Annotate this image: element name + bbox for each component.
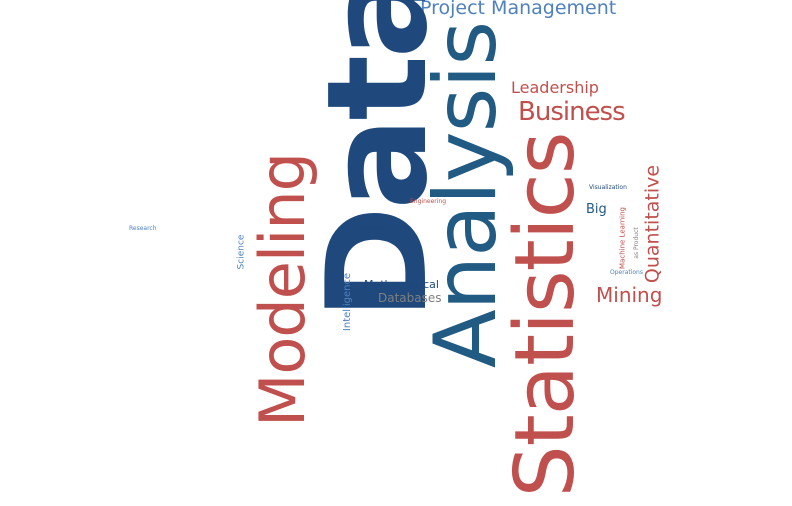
word-operations: Operations	[610, 269, 643, 276]
word-project-management: Project Management	[420, 0, 617, 19]
word-databases: Databases	[378, 291, 442, 305]
word-research: Research	[129, 225, 157, 232]
word-leadership: Leadership	[511, 78, 599, 97]
word-big: Big	[586, 202, 607, 217]
word-visualization: Visualization	[589, 184, 627, 191]
word-mathematical: Mathematical	[364, 278, 439, 291]
word-mining: Mining	[596, 283, 663, 307]
word-automation: Automation	[349, 225, 384, 232]
word-engineering: Engineering	[410, 198, 446, 205]
word-business: Business	[518, 97, 626, 127]
